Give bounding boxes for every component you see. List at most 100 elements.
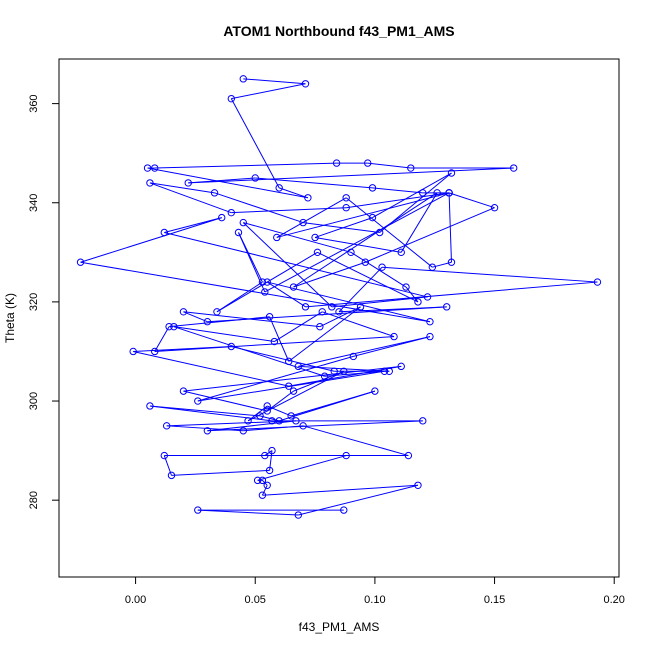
data-point	[165, 322, 173, 331]
data-point	[239, 427, 247, 435]
series-segment	[149, 182, 215, 194]
series-segment	[242, 222, 333, 308]
data-point	[490, 204, 499, 212]
series-segment	[302, 425, 409, 457]
data-point	[371, 387, 379, 395]
series-segment	[372, 172, 452, 219]
series-segment	[166, 420, 296, 427]
data-point	[428, 263, 437, 271]
series-segment	[214, 192, 304, 224]
series-segment	[257, 455, 347, 481]
series-segment	[238, 232, 263, 283]
series-segment	[230, 98, 280, 189]
data-point	[301, 303, 310, 311]
data-point	[162, 422, 171, 430]
data-point	[256, 412, 264, 420]
x-tick-label: 0.05	[245, 594, 266, 606]
data-point	[184, 179, 192, 187]
data-point	[210, 189, 219, 197]
y-tick-label: 360	[28, 94, 40, 112]
data-point	[385, 367, 393, 375]
data-point	[287, 412, 295, 420]
data-point	[423, 293, 432, 301]
series-segment	[279, 187, 309, 199]
series-segment	[133, 350, 289, 387]
data-point	[407, 164, 415, 172]
data-point	[304, 194, 312, 202]
data-point	[179, 387, 188, 395]
series-segment	[365, 207, 495, 263]
series-segment	[207, 420, 423, 432]
series-segment	[350, 251, 407, 288]
data-point	[160, 228, 168, 237]
series-segment	[80, 217, 222, 263]
data-point	[129, 347, 137, 356]
data-point	[218, 213, 226, 222]
series-segment	[183, 365, 402, 392]
series-segment	[164, 217, 222, 233]
data-point	[76, 258, 85, 266]
series-segment	[188, 167, 514, 184]
data-point	[167, 471, 176, 480]
series-segment	[188, 177, 256, 184]
series-segment	[183, 311, 208, 323]
data-point	[227, 342, 236, 351]
data-point	[227, 94, 236, 103]
data-point	[151, 347, 159, 356]
series-segment	[266, 281, 306, 308]
x-tick-label: 0.20	[604, 594, 625, 606]
data-point	[261, 451, 269, 460]
y-tick-label: 300	[28, 392, 40, 410]
data-point	[239, 218, 247, 227]
x-axis: 0.00 0.05 0.10 0.15 0.20	[125, 576, 625, 606]
chart-title: ATOM1 Northbound f43_PM1_AMS	[223, 23, 454, 39]
series-layer	[76, 75, 602, 519]
data-point	[349, 352, 358, 361]
data-point	[368, 184, 377, 192]
x-tick-label: 0.10	[364, 594, 385, 606]
series-segment	[319, 306, 361, 328]
data-point	[404, 451, 413, 460]
data-point	[442, 303, 451, 311]
series-segment	[314, 217, 373, 238]
series-segment	[147, 167, 308, 199]
series-segment	[183, 390, 268, 412]
series-segment	[231, 83, 306, 100]
series-segment	[298, 365, 390, 372]
data-point	[273, 233, 281, 242]
data-point	[146, 402, 154, 410]
data-point	[265, 466, 274, 475]
data-point	[227, 208, 236, 217]
data-point	[402, 283, 410, 291]
data-point	[251, 174, 259, 182]
data-point	[380, 367, 389, 375]
series-segment	[382, 266, 598, 283]
series-segment	[274, 311, 323, 342]
data-point	[289, 387, 298, 395]
x-tick-label: 0.15	[484, 594, 505, 606]
data-point	[270, 337, 279, 346]
series-segment	[293, 192, 438, 288]
data-point	[593, 278, 602, 286]
series-segment	[317, 251, 419, 303]
y-axis: 280 300 320 340 360	[28, 94, 60, 509]
data-point	[268, 446, 276, 455]
series-segment	[243, 222, 352, 253]
data-point	[253, 476, 262, 485]
data-point	[294, 362, 303, 371]
series-segment	[231, 346, 335, 372]
data-point	[263, 402, 271, 410]
y-tick-label: 340	[28, 194, 40, 212]
data-point	[151, 164, 159, 172]
data-point	[397, 362, 405, 371]
data-point	[318, 308, 326, 316]
data-point	[340, 506, 348, 514]
data-point	[275, 184, 283, 192]
data-point	[289, 283, 298, 291]
data-point	[342, 204, 350, 212]
series-segment	[197, 355, 354, 402]
data-point	[364, 159, 372, 167]
series-segment	[303, 222, 380, 233]
